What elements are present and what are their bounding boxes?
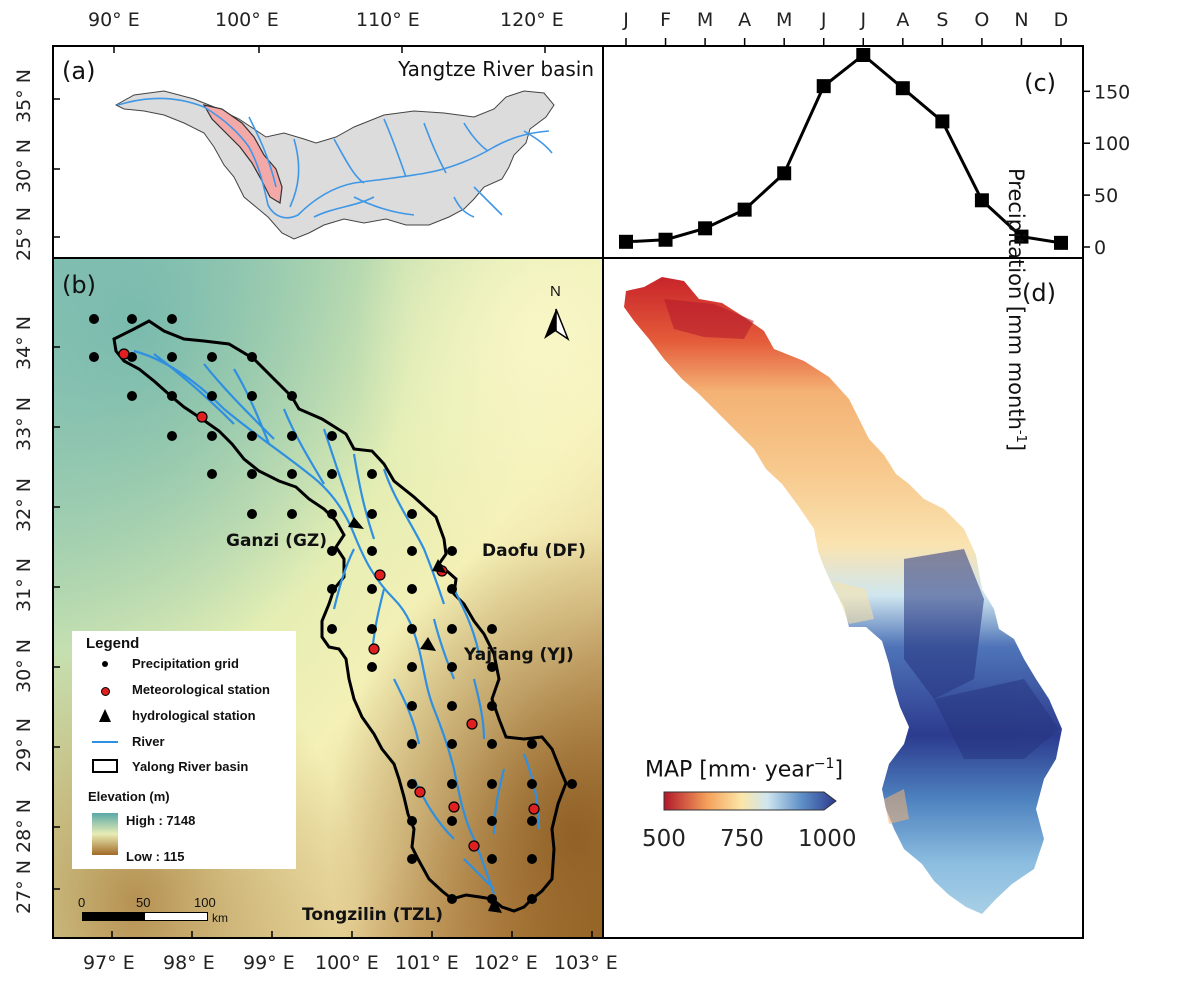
panel-a-top-tick: 120° E: [500, 9, 564, 31]
month-label: M: [776, 9, 792, 31]
panel-d: (d): [602, 257, 1084, 939]
precip-grid: [89, 314, 577, 904]
precip-point: [1054, 235, 1068, 250]
monthly-precip-chart: J F M A M J J A S O N D 0 50 100 150: [619, 9, 1130, 259]
station-label-yajiang: Yajiang (YJ): [464, 645, 574, 665]
panel-b-left-tick: 33° N: [13, 397, 35, 451]
colorbar-title-text: MAP [mm· year: [645, 757, 814, 783]
panel-b-bottom-tick: 99° E: [243, 952, 295, 974]
colorbar: [663, 791, 837, 811]
y-tick-label: 0: [1094, 237, 1106, 259]
panel-a: (a) Yangtze River basin: [52, 45, 604, 259]
y-tick-label: 50: [1094, 185, 1118, 207]
panel-a-label: (a): [62, 57, 96, 85]
colorbar-tick: 1000: [798, 826, 857, 852]
colorbar-tick: 750: [720, 826, 764, 852]
precip-point: [658, 232, 673, 247]
month-label: F: [660, 9, 671, 31]
panel-a-top-tick: 90° E: [88, 9, 140, 31]
panel-a-top-tick: 100° E: [215, 9, 279, 31]
month-label: S: [936, 9, 948, 31]
legend-item: Meteorological station: [132, 682, 270, 697]
panel-b-bottom-tick: 97° E: [83, 952, 135, 974]
station-label-tongzilin: Tongzilin (TZL): [302, 905, 443, 925]
month-label: D: [1054, 9, 1069, 31]
precip-line: [625, 53, 1062, 245]
panel-d-label: (d): [1022, 279, 1056, 307]
panel-b-bottom-tick: 98° E: [163, 952, 215, 974]
panel-b-left-tick: 32° N: [13, 478, 35, 532]
legend-high: High : 7148: [126, 813, 196, 828]
precip-point: [777, 166, 792, 181]
panel-b-left-tick: 29° N: [13, 718, 35, 772]
station-label-daofu: Daofu (DF): [482, 541, 586, 561]
north-label: N: [550, 283, 561, 300]
elevation-ramp: [92, 813, 118, 855]
river-main: [133, 349, 496, 895]
month-label: J: [622, 9, 629, 31]
y-tick-label: 150: [1094, 81, 1130, 103]
map-legend: Legend Precipitation grid Meteorological…: [72, 631, 296, 869]
legend-met-symbol: [101, 687, 110, 696]
scale-label: 100: [194, 895, 216, 910]
panel-b-left-tick: 28° N: [13, 799, 35, 853]
precip-point: [856, 48, 871, 62]
colorbar-title: MAP [mm· year−1]: [645, 756, 843, 782]
panel-c-label: (c): [1024, 69, 1056, 97]
month-label: M: [697, 9, 713, 31]
legend-elevation-title: Elevation (m): [88, 789, 170, 804]
legend-item: Precipitation grid: [132, 656, 239, 671]
precip-point: [698, 221, 713, 236]
legend-precip-symbol: [102, 661, 108, 667]
panel-a-title: Yangtze River basin: [398, 57, 594, 81]
yalong-basin-highlight: [202, 104, 283, 204]
panel-b-bottom-tick: 102° E: [474, 952, 538, 974]
legend-hydro-symbol: [99, 709, 111, 722]
legend-item: Yalong River basin: [132, 759, 249, 774]
panel-b-left-tick: 27° N: [13, 860, 35, 914]
precip-point: [816, 79, 831, 94]
colorbar-title-end: ]: [834, 757, 844, 783]
precip-point: [974, 193, 989, 208]
legend-low: Low : 115: [126, 849, 185, 864]
north-arrow: [544, 308, 570, 341]
panel-b-bottom-tick: 100° E: [315, 952, 379, 974]
colorbar-title-sup: −1: [813, 756, 835, 772]
precip-point: [737, 202, 752, 217]
scale-unit: km: [212, 911, 228, 925]
map-precip-map: [624, 277, 1062, 914]
scale-bar: 0 50 100 km: [78, 895, 282, 925]
panel-b-left-tick: 34° N: [13, 316, 35, 370]
legend-title: Legend: [86, 635, 140, 652]
panel-b-left-tick: 31° N: [13, 558, 35, 612]
month-label: J: [859, 9, 866, 31]
legend-basin-symbol: [92, 759, 118, 773]
panel-a-top-tick: 110° E: [356, 9, 420, 31]
precip-point: [935, 114, 950, 129]
month-label: A: [738, 9, 751, 31]
legend-item: River: [132, 734, 165, 749]
yangtze-basin-map: [54, 47, 555, 240]
panel-b-bottom-tick: 103° E: [554, 952, 618, 974]
hydro-stations: [348, 517, 502, 913]
precip-point: [619, 234, 633, 249]
scale-label: 0: [78, 895, 86, 910]
month-label: A: [896, 9, 909, 31]
met-stations: [118, 348, 540, 852]
panel-b-label: (b): [62, 271, 96, 299]
month-label: N: [1014, 9, 1028, 31]
month-label: O: [974, 9, 989, 31]
colorbar-tick: 500: [642, 826, 686, 852]
month-label: J: [820, 9, 827, 31]
panel-b: (b) N Ganzi (GZ) Daofu (DF) Yajiang (YJ)…: [52, 257, 604, 939]
station-label-ganzi: Ganzi (GZ): [226, 531, 327, 551]
panel-b-left-tick: 30° N: [13, 639, 35, 693]
panel-b-bottom-tick: 101° E: [395, 952, 459, 974]
precip-point: [895, 81, 910, 96]
scale-label: 50: [136, 895, 151, 910]
legend-item: hydrological station: [132, 708, 256, 723]
legend-river-symbol: [92, 741, 118, 743]
precip-point: [1014, 229, 1029, 244]
y-tick-label: 100: [1094, 133, 1130, 155]
